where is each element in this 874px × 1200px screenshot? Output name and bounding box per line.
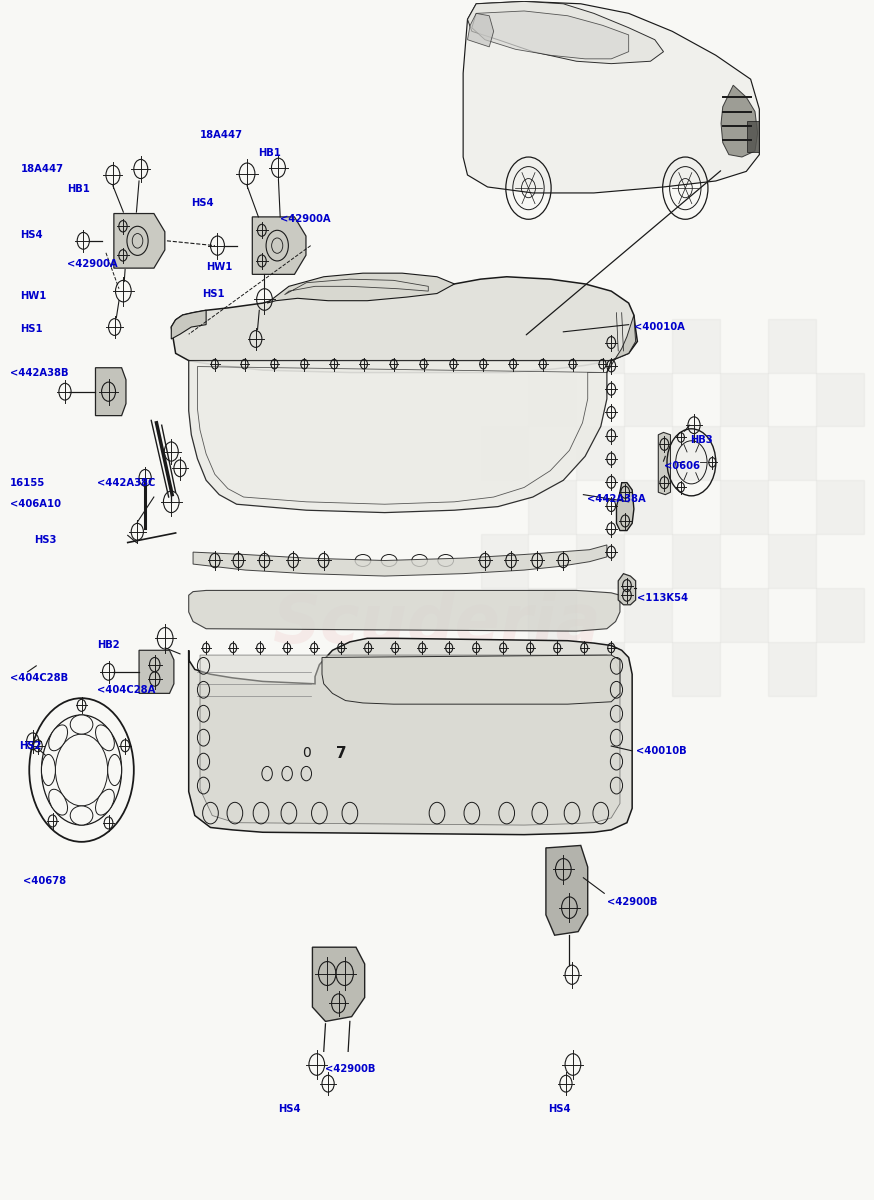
Bar [576, 319, 624, 372]
Polygon shape [189, 638, 632, 835]
Text: <442A38C: <442A38C [97, 478, 156, 487]
Text: <42900B: <42900B [325, 1064, 376, 1074]
Bar [816, 480, 864, 534]
Text: HS1: HS1 [21, 324, 43, 335]
Text: 7: 7 [336, 745, 346, 761]
Polygon shape [171, 311, 206, 340]
Text: <442A38B: <442A38B [10, 367, 68, 378]
Polygon shape [468, 1, 663, 64]
Bar [768, 534, 816, 588]
Bar [672, 319, 720, 372]
Polygon shape [171, 277, 637, 372]
Polygon shape [607, 316, 635, 372]
Text: <113K54: <113K54 [637, 593, 689, 602]
Polygon shape [253, 217, 306, 275]
Ellipse shape [95, 725, 114, 751]
Polygon shape [312, 947, 364, 1021]
Bar [816, 372, 864, 426]
Ellipse shape [49, 790, 67, 815]
Bar [768, 319, 816, 372]
Bar [576, 642, 624, 696]
Polygon shape [189, 360, 611, 512]
Text: HB1: HB1 [259, 149, 281, 158]
Bar [481, 534, 529, 588]
Polygon shape [463, 1, 760, 193]
Bar [672, 642, 720, 696]
Bar [768, 642, 816, 696]
Polygon shape [472, 11, 628, 59]
Polygon shape [193, 545, 607, 576]
Text: <404C28B: <404C28B [10, 673, 68, 683]
Text: HS3: HS3 [34, 535, 57, 545]
Text: <40010B: <40010B [635, 746, 686, 756]
Bar [481, 426, 529, 480]
Text: HS4: HS4 [279, 1104, 301, 1114]
Bar [816, 588, 864, 642]
Bar [672, 534, 720, 588]
Polygon shape [468, 13, 494, 47]
Bar [529, 372, 576, 426]
Polygon shape [616, 482, 634, 530]
Bar [481, 642, 529, 696]
Bar [624, 588, 672, 642]
Text: 18A447: 18A447 [21, 164, 64, 174]
Text: <442A38A: <442A38A [586, 494, 646, 504]
Ellipse shape [95, 790, 114, 815]
Text: Scuderia: Scuderia [273, 590, 601, 656]
Bar [768, 426, 816, 480]
Polygon shape [267, 274, 454, 304]
Text: HS4: HS4 [191, 198, 214, 208]
Text: HS2: HS2 [19, 742, 41, 751]
Polygon shape [546, 846, 587, 935]
Text: <40010A: <40010A [634, 322, 684, 332]
Bar [481, 319, 529, 372]
Text: <404C28A: <404C28A [97, 685, 156, 695]
Text: <40678: <40678 [24, 876, 66, 887]
Bar [720, 480, 768, 534]
Text: <42900A: <42900A [281, 215, 330, 224]
Polygon shape [658, 432, 670, 494]
Bar [576, 426, 624, 480]
Ellipse shape [70, 715, 93, 734]
Bar [672, 426, 720, 480]
Text: <406A10: <406A10 [10, 499, 61, 509]
Text: <42900B: <42900B [607, 896, 657, 907]
Ellipse shape [41, 755, 55, 786]
Bar [529, 588, 576, 642]
Polygon shape [189, 590, 620, 631]
Bar [720, 588, 768, 642]
Text: HW1: HW1 [206, 262, 232, 272]
Bar [529, 480, 576, 534]
Text: HW1: HW1 [21, 290, 47, 301]
Polygon shape [139, 650, 174, 694]
Polygon shape [200, 655, 620, 826]
Ellipse shape [70, 806, 93, 826]
Text: 0: 0 [302, 746, 310, 761]
Bar [624, 480, 672, 534]
Text: HS4: HS4 [549, 1104, 571, 1114]
Text: HB3: HB3 [690, 434, 712, 444]
Text: <0606: <0606 [663, 461, 699, 470]
Ellipse shape [108, 755, 121, 786]
Text: HS4: HS4 [21, 230, 43, 240]
Bar [720, 372, 768, 426]
Polygon shape [114, 214, 165, 268]
Text: 18A447: 18A447 [200, 131, 243, 140]
Ellipse shape [49, 725, 67, 751]
Polygon shape [95, 367, 126, 415]
Bar [624, 372, 672, 426]
Text: HS1: HS1 [202, 288, 225, 299]
Polygon shape [322, 655, 620, 704]
Text: 16155: 16155 [10, 478, 45, 487]
Text: HB2: HB2 [97, 641, 120, 650]
Bar [576, 534, 624, 588]
Polygon shape [747, 121, 760, 152]
Text: <42900A: <42900A [66, 258, 117, 269]
Text: HB1: HB1 [66, 185, 90, 194]
Polygon shape [721, 85, 758, 157]
Polygon shape [618, 574, 635, 605]
